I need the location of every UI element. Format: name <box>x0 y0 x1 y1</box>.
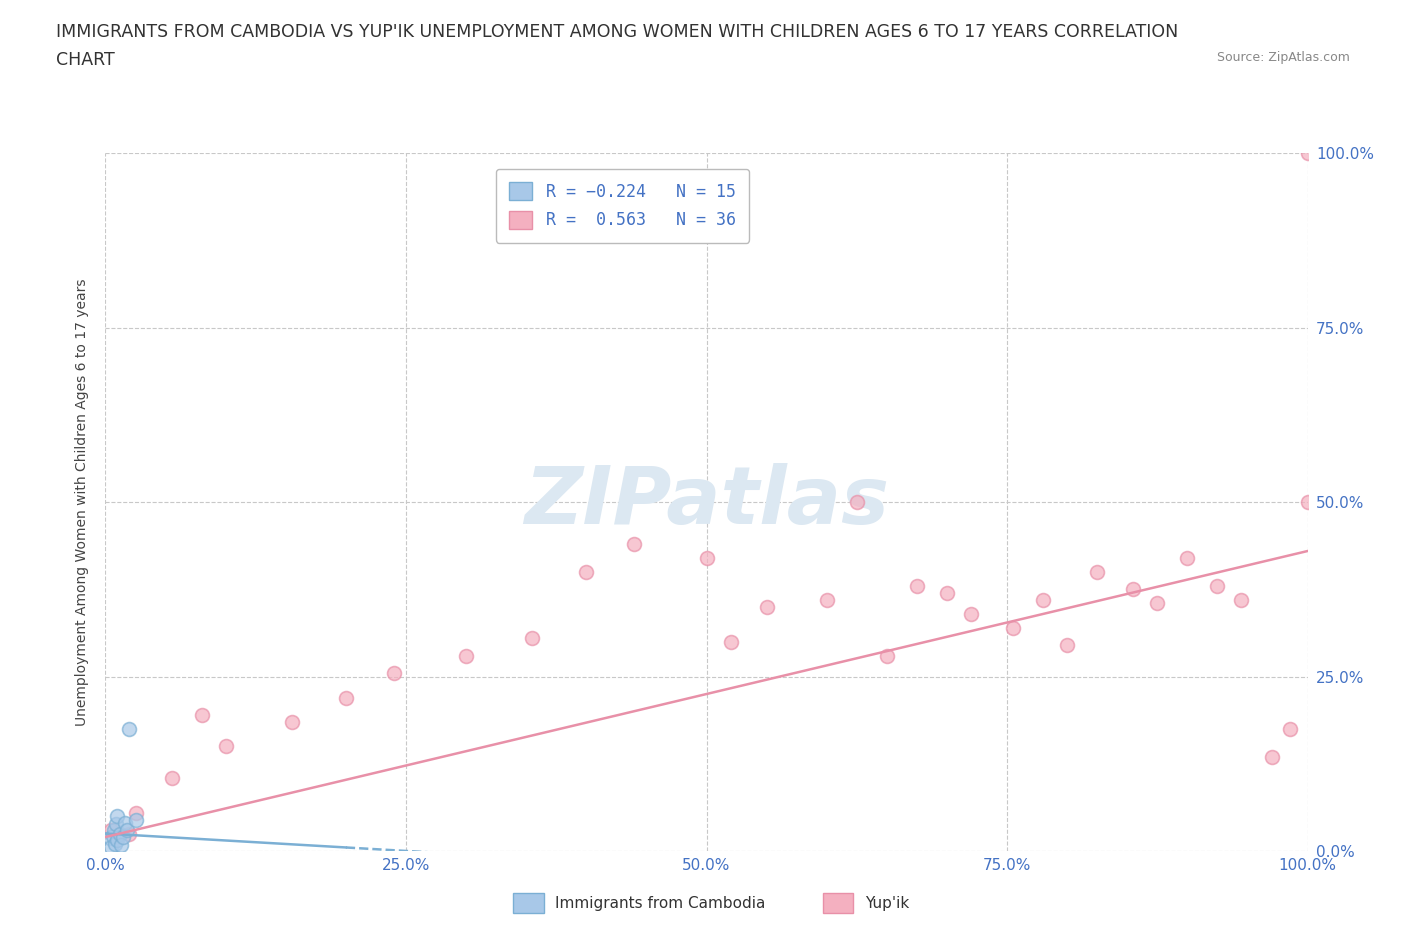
Point <box>214 738 236 753</box>
Point <box>112 830 135 844</box>
Point <box>107 833 129 848</box>
Point <box>623 537 645 551</box>
Point <box>104 837 127 852</box>
Text: ZIPatlas: ZIPatlas <box>524 463 889 541</box>
Point <box>815 592 838 607</box>
Text: CHART: CHART <box>56 51 115 69</box>
Point <box>115 823 138 838</box>
Point <box>454 648 477 663</box>
Text: Immigrants from Cambodia: Immigrants from Cambodia <box>555 896 766 910</box>
Point <box>1002 620 1025 635</box>
Legend: R = −0.224   N = 15, R =  0.563   N = 36: R = −0.224 N = 15, R = 0.563 N = 36 <box>496 168 749 243</box>
Point <box>1056 638 1078 653</box>
Point <box>522 631 544 645</box>
Point <box>1230 592 1253 607</box>
Point <box>110 838 132 853</box>
Point <box>696 551 718 565</box>
Point <box>720 634 742 649</box>
FancyBboxPatch shape <box>823 893 853 913</box>
Point <box>107 830 129 844</box>
Point <box>114 816 136 830</box>
Text: Source: ZipAtlas.com: Source: ZipAtlas.com <box>1216 51 1350 64</box>
Point <box>101 829 124 844</box>
Point <box>105 817 128 832</box>
Point <box>100 840 122 855</box>
Text: IMMIGRANTS FROM CAMBODIA VS YUP'IK UNEMPLOYMENT AMONG WOMEN WITH CHILDREN AGES 6: IMMIGRANTS FROM CAMBODIA VS YUP'IK UNEMP… <box>56 23 1178 41</box>
Point <box>382 666 405 681</box>
Point <box>100 823 122 838</box>
Point <box>845 495 868 510</box>
Point <box>190 708 212 723</box>
Point <box>960 606 983 621</box>
Point <box>107 809 129 824</box>
Text: Yup'ik: Yup'ik <box>865 896 908 910</box>
Point <box>905 578 928 593</box>
Point <box>1296 495 1319 510</box>
Point <box>1146 596 1168 611</box>
Point <box>1122 582 1144 597</box>
Point <box>98 831 121 846</box>
Point <box>160 770 183 785</box>
Point <box>936 586 959 601</box>
Point <box>1175 551 1198 565</box>
Point <box>1260 750 1282 764</box>
Point <box>281 714 304 729</box>
Y-axis label: Unemployment Among Women with Children Ages 6 to 17 years: Unemployment Among Women with Children A… <box>76 278 90 726</box>
Point <box>108 826 131 841</box>
Point <box>1278 722 1301 737</box>
Point <box>575 565 598 579</box>
Point <box>876 648 898 663</box>
Point <box>118 722 141 737</box>
Point <box>103 823 125 838</box>
FancyBboxPatch shape <box>513 893 544 913</box>
Point <box>124 805 146 820</box>
Point <box>1032 592 1054 607</box>
Point <box>335 690 357 705</box>
Point <box>1296 146 1319 161</box>
Point <box>1085 565 1108 579</box>
Point <box>118 826 141 841</box>
Point <box>1206 578 1229 593</box>
Point <box>124 812 146 827</box>
Point <box>755 600 778 615</box>
